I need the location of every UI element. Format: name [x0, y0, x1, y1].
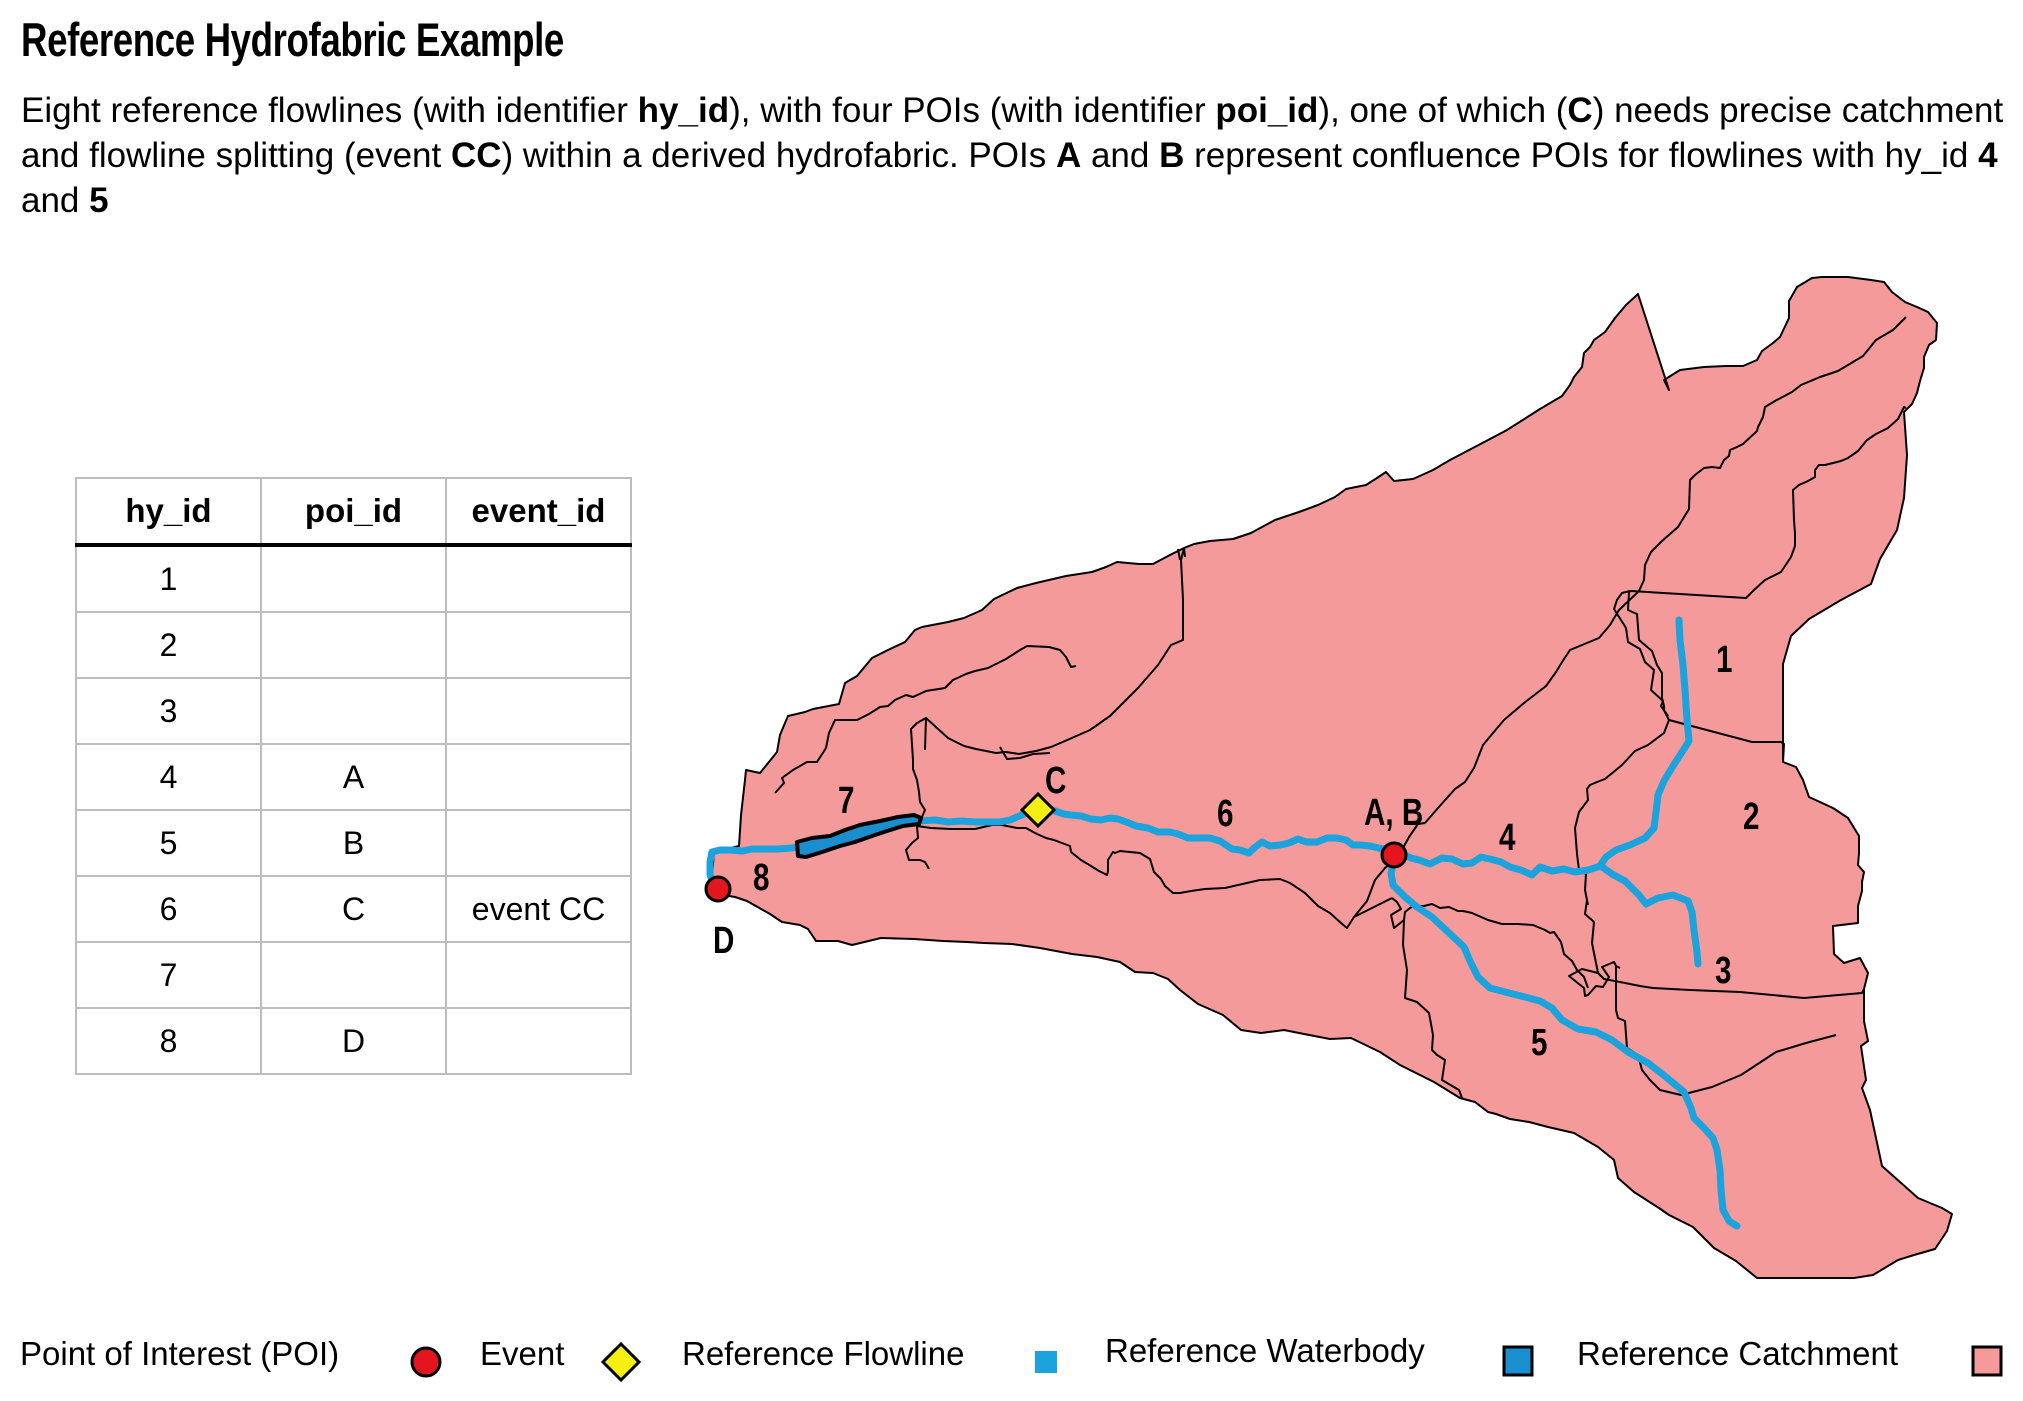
boundary-line [1183, 547, 1186, 558]
catchment-area [710, 276, 1953, 1279]
cell-event-id [445, 1007, 632, 1075]
description: Eight reference flowlines (with identifi… [21, 91, 2004, 220]
cell-poi-id: B [260, 809, 447, 877]
cell-event-id [445, 809, 632, 877]
table-header-row: hy_id poi_id event_id [75, 477, 632, 547]
flowline-label-3: 3 [1715, 950, 1731, 992]
cell-event-id: event CC [445, 875, 632, 943]
boundary-line [1353, 897, 1393, 918]
flowline-label-8: 8 [753, 857, 769, 899]
cell-hy-id: 8 [75, 1007, 262, 1075]
boundary-line [905, 547, 1185, 870]
cell-hy-id: 5 [75, 809, 262, 877]
table-row: 1 [75, 544, 632, 613]
poi-legend-icon [410, 1346, 442, 1378]
cell-poi-id: A [260, 743, 447, 811]
flowline-legend-icon [1035, 1351, 1057, 1373]
poi-label-ab: A, B [1364, 792, 1423, 834]
legend-poi-label: Point of Interest (POI) [20, 1335, 340, 1372]
poi-marker-ab [1380, 841, 1408, 869]
flowline-4 [1400, 851, 1605, 879]
legend-event-label: Event [480, 1335, 565, 1372]
event-legend-icon [600, 1341, 642, 1383]
flowline-label-5: 5 [1531, 1022, 1547, 1064]
cell-poi-id [260, 677, 447, 745]
boundary-line [1402, 919, 1463, 1099]
cell-event-id [445, 743, 632, 811]
legend-flowline-label: Reference Flowline [682, 1335, 965, 1372]
boundary-line [1390, 897, 1589, 989]
boundary-line [1615, 965, 1621, 969]
cell-event-id [445, 611, 632, 679]
flowline-5 [1387, 857, 1741, 1230]
table-row: 3 [75, 677, 632, 745]
poi-marker-d [704, 875, 732, 903]
column-header-event-id: event_id [446, 477, 632, 547]
boundary-line [1597, 972, 1865, 999]
cell-poi-id [260, 544, 447, 613]
column-header-hy-id: hy_id [75, 477, 262, 547]
page-title: Reference Hydrofabric Example [21, 13, 564, 66]
cell-event-id [445, 544, 632, 613]
catchment-legend-icon [1971, 1345, 2003, 1377]
catchment-boundaries [774, 316, 1907, 1099]
boundary-line [1627, 406, 1907, 721]
boundary-line [924, 717, 927, 751]
flowline-label-2: 2 [1743, 796, 1759, 838]
cell-hy-id: 7 [75, 941, 262, 1009]
boundary-line [1668, 719, 1785, 763]
poi-label-d: D [713, 920, 734, 962]
cell-event-id [445, 677, 632, 745]
flowline-label-1: 1 [1716, 639, 1732, 681]
flowline-label-4: 4 [1499, 817, 1516, 859]
flowline-8 [706, 841, 809, 892]
event-marker-c [1019, 791, 1057, 829]
flowline-1 [1596, 616, 1693, 870]
cell-poi-id [260, 611, 447, 679]
cell-event-id [445, 941, 632, 1009]
flowline-3 [1597, 862, 1702, 968]
flowline-6 [1034, 806, 1398, 859]
legend-waterbody-label: Reference Waterbody [1105, 1332, 1425, 1369]
cell-poi-id: C [260, 875, 447, 943]
boundary-line [1568, 719, 1837, 1096]
waterbody-legend-icon [1502, 1345, 1534, 1377]
boundary-line [916, 822, 1426, 929]
cell-hy-id: 6 [75, 875, 262, 943]
legend-catchment-label: Reference Catchment [1577, 1335, 1898, 1372]
boundary-line [999, 746, 1051, 760]
poi-label-c: C [1045, 760, 1066, 802]
flowline-label-7: 7 [838, 780, 854, 822]
boundary-line [1586, 899, 1589, 906]
boundary-line [1177, 548, 1181, 561]
table-row: 2 [75, 611, 632, 679]
boundary-line [1424, 316, 1907, 824]
cell-hy-id: 1 [75, 544, 262, 613]
cell-poi-id: D [260, 1007, 447, 1075]
boundary-line [774, 645, 1077, 794]
reference-waterbody [795, 813, 923, 859]
boundary-line [1613, 590, 1669, 717]
flowline-label-6: 6 [1217, 793, 1233, 835]
cell-poi-id [260, 941, 447, 1009]
column-header-poi-id: poi_id [261, 477, 447, 547]
cell-hy-id: 2 [75, 611, 262, 679]
cell-hy-id: 4 [75, 743, 262, 811]
table-row: 7 [75, 941, 632, 1009]
cell-hy-id: 3 [75, 677, 262, 745]
